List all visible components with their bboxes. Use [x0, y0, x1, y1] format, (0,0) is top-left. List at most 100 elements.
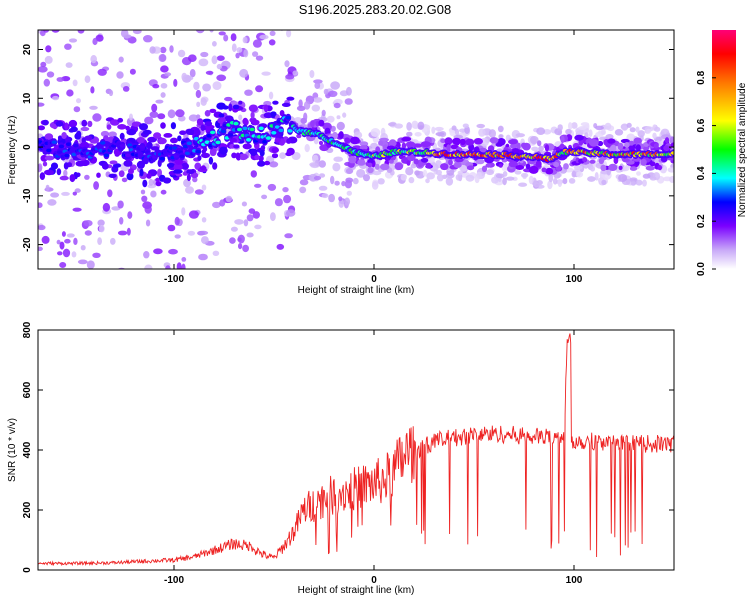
spectrogram-noise-cell	[268, 39, 276, 46]
spectrogram-noise-cell	[344, 98, 353, 105]
spectrogram-noise-cell	[188, 210, 199, 219]
spectrogram-band-cell	[44, 155, 55, 161]
spectrogram-band-cell	[508, 160, 518, 168]
spectrogram-noise-cell	[194, 189, 204, 195]
spectrogram-noise-cell	[97, 68, 107, 76]
spectrogram-noise-cell	[84, 230, 92, 236]
spectrogram-band-cell	[101, 162, 109, 170]
spectrogram-noise-cell	[238, 114, 243, 121]
spectrogram-noise-cell	[552, 178, 558, 185]
spectrogram-noise-cell	[614, 129, 624, 136]
spectrogram-noise-cell	[238, 243, 243, 250]
snr-x-tick-label: 0	[371, 575, 377, 586]
spectrogram-ridge-cell	[246, 138, 252, 142]
spectrogram-band-cell	[44, 133, 54, 141]
spectrogram-noise-cell	[157, 168, 162, 178]
spectrogram-band-cell	[270, 111, 277, 117]
spectrogram-noise-cell	[257, 25, 264, 30]
spectrogram-noise-cell	[538, 145, 544, 152]
spectrogram-band-cell	[250, 111, 255, 119]
spectrogram-band-cell	[142, 179, 148, 188]
spectrogram-band-cell	[350, 136, 360, 145]
spectrogram-noise-cell	[140, 189, 146, 195]
spectrogram-band-cell	[258, 155, 264, 162]
spectrogram-noise-cell	[578, 126, 587, 130]
spectrogram-band-cell	[485, 163, 492, 168]
spectrogram-noise-cell	[261, 194, 268, 200]
spectrogram-noise-cell	[242, 244, 250, 253]
spectrogram-band-cell	[401, 142, 407, 150]
spectrogram-noise-cell	[400, 174, 407, 181]
spectrogram-noise-cell	[144, 204, 152, 214]
spectrogram-band-cell	[162, 177, 172, 184]
spectrogram-band-cell	[177, 135, 182, 142]
spectrogram-noise-cell	[313, 79, 323, 84]
snr-plot-area	[38, 330, 674, 570]
spectrogram-ridge-cell	[57, 150, 63, 154]
spectrogram-noise-cell	[80, 245, 86, 251]
spectrogram-noise-cell	[261, 23, 265, 29]
spectrogram-noise-cell	[230, 226, 238, 232]
spectrogram-band-cell	[38, 125, 45, 131]
spectrogram-noise-cell	[318, 160, 326, 168]
colorbar-label: Normalized spectral amplitude	[737, 82, 748, 217]
spectrogram-noise-cell	[279, 152, 286, 160]
spectrogram-noise-cell	[491, 176, 499, 184]
spectrogram-noise-cell	[202, 83, 212, 92]
spectrogram-noise-cell	[225, 195, 233, 203]
spectrogram-band-cell	[56, 168, 62, 176]
spectrogram-noise-cell	[476, 123, 486, 129]
spectrogram-noise-cell	[158, 54, 167, 62]
spectrogram-noise-cell	[84, 75, 91, 83]
spectrogram-noise-cell	[231, 43, 237, 52]
spectrogram-ridge-cell	[120, 144, 126, 148]
spectrogram-noise-cell	[97, 219, 105, 227]
spectrogram-noise-cell	[410, 163, 417, 169]
spectrogram-noise-cell	[152, 84, 160, 89]
spectrogram-noise-cell	[117, 200, 124, 209]
spectrogram-x-tick-label: 100	[566, 274, 583, 285]
spectrogram-band-cell	[617, 142, 624, 150]
snr-y-tick-label: 800	[22, 321, 33, 338]
spectrogram-noise-cell	[474, 175, 480, 184]
spectrogram-noise-cell	[198, 58, 209, 67]
colorbar-tick-label: 0.6	[696, 118, 707, 132]
spectrogram-band-cell	[160, 122, 166, 129]
spectrogram-noise-cell	[157, 113, 166, 120]
spectrogram-y-tick-label: 0	[22, 144, 33, 150]
spectrogram-noise-cell	[309, 70, 315, 78]
spectrogram-noise-cell	[488, 129, 496, 139]
spectrogram-noise-cell	[459, 128, 466, 133]
spectrogram-band-cell	[117, 124, 127, 130]
spectrogram-noise-cell	[449, 129, 456, 137]
spectrogram-band-cell	[406, 160, 411, 166]
spectrogram-noise-cell	[637, 130, 645, 138]
spectrogram-noise-cell	[296, 105, 306, 112]
spectrogram-noise-cell	[573, 165, 583, 170]
spectrogram-noise-cell	[434, 126, 444, 131]
spectrogram-ridge-cell	[186, 141, 192, 146]
spectrogram-noise-cell	[457, 170, 463, 176]
spectrogram-band-cell	[544, 144, 550, 152]
spectrogram-noise-cell	[405, 167, 414, 176]
spectrogram-noise-cell	[44, 55, 53, 64]
spectrogram-noise-cell	[342, 112, 347, 118]
spectrogram-band-cell	[155, 177, 160, 182]
snr-y-tick-label: 400	[22, 441, 33, 458]
spectrogram-noise-cell	[498, 134, 504, 139]
spectrogram-noise-cell	[299, 179, 309, 186]
spectrogram-band-cell	[126, 128, 137, 136]
spectrogram-noise-cell	[649, 176, 657, 181]
spectrogram-noise-cell	[66, 233, 75, 238]
spectrogram-noise-cell	[218, 31, 226, 36]
spectrogram-noise-cell	[565, 128, 572, 135]
spectrogram-noise-cell	[110, 237, 116, 245]
spectrogram-noise-cell	[206, 23, 214, 29]
spectrogram-band-cell	[444, 137, 453, 145]
spectrogram-noise-cell	[205, 70, 214, 75]
spectrogram-band-cell	[260, 145, 266, 151]
spectrogram-noise-cell	[620, 167, 630, 172]
spectrogram-band-cell	[57, 135, 63, 141]
spectrogram-band-cell	[582, 157, 587, 163]
